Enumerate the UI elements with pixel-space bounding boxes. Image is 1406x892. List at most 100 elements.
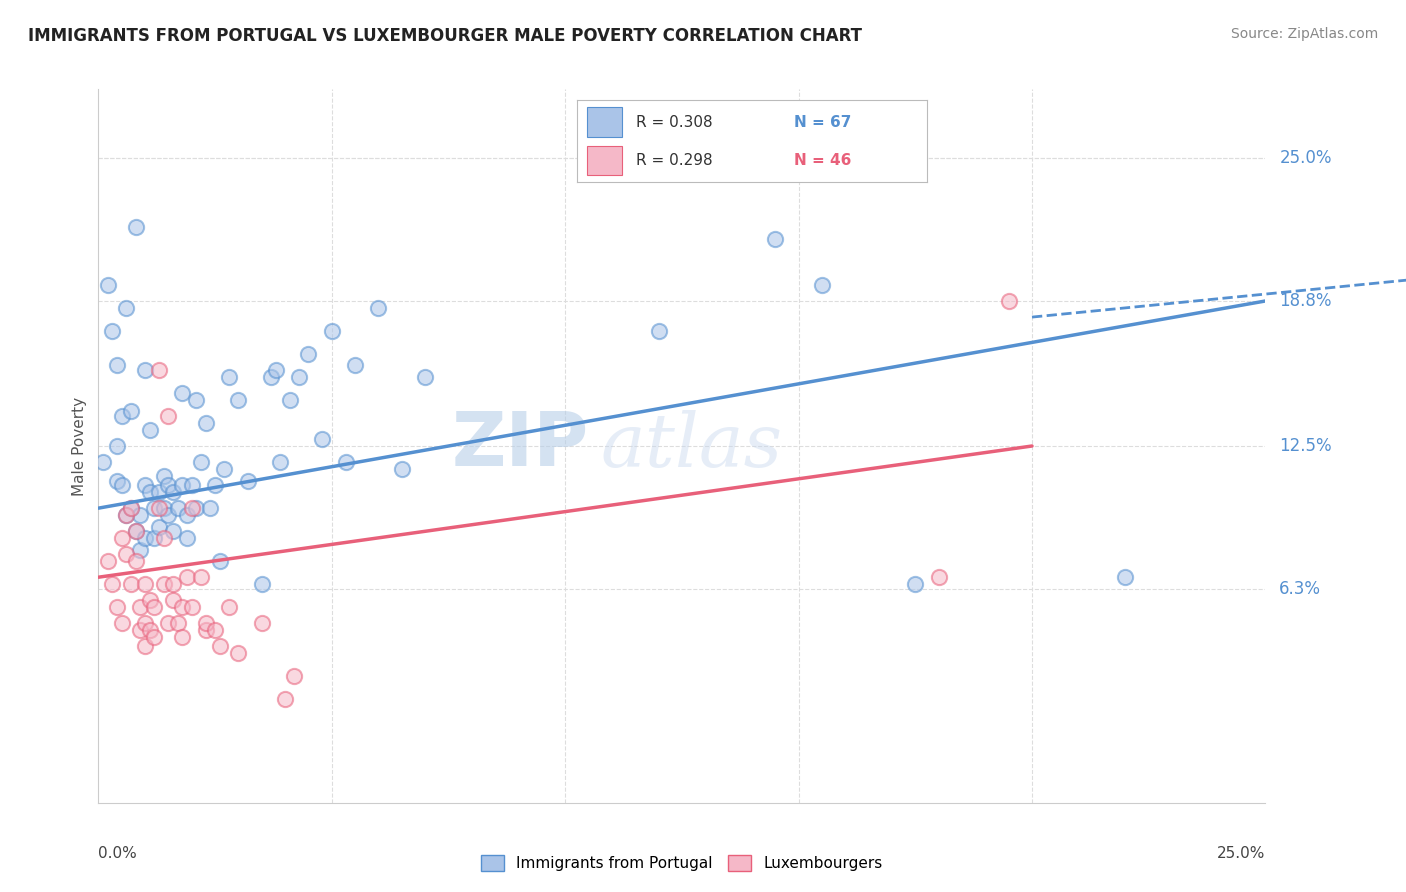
Point [928, 570, 950, 584]
Point [200, 501, 222, 516]
Text: 25.0%: 25.0% [1279, 149, 1331, 168]
Point [176, 570, 198, 584]
Point [278, 392, 301, 407]
Point [105, 600, 128, 615]
Point [166, 616, 188, 631]
Point [111, 409, 134, 423]
Point [194, 416, 217, 430]
Point [190, 570, 212, 584]
Point [413, 370, 436, 384]
Point [101, 577, 124, 591]
Point [186, 501, 208, 516]
Point [260, 370, 283, 384]
Point [125, 220, 148, 235]
Point [172, 600, 194, 615]
Point [763, 232, 786, 246]
Point [120, 501, 142, 516]
Point [236, 474, 259, 488]
Point [904, 577, 927, 591]
Point [250, 616, 273, 631]
Point [172, 630, 194, 644]
Point [194, 623, 217, 637]
Text: 6.3%: 6.3% [1279, 580, 1322, 598]
Point [647, 324, 669, 338]
Point [125, 524, 148, 538]
Point [134, 531, 156, 545]
Point [125, 524, 148, 538]
Point [134, 616, 156, 631]
Point [148, 519, 170, 533]
Point [129, 600, 152, 615]
Text: 0.0%: 0.0% [98, 846, 138, 861]
Point [120, 501, 142, 516]
Point [134, 478, 156, 492]
Point [166, 501, 188, 516]
Point [101, 324, 124, 338]
Point [148, 501, 170, 516]
Point [134, 577, 156, 591]
Point [228, 646, 250, 660]
Point [157, 478, 180, 492]
Point [250, 577, 273, 591]
Point [204, 623, 226, 637]
Point [162, 593, 184, 607]
Point [311, 432, 333, 446]
Point [321, 324, 343, 338]
Point [190, 455, 212, 469]
Point [283, 669, 305, 683]
Point [335, 455, 357, 469]
Point [264, 363, 287, 377]
Point [97, 277, 120, 292]
Point [139, 485, 162, 500]
Point [274, 692, 297, 706]
Point [148, 363, 170, 377]
Point [125, 554, 148, 568]
Point [157, 508, 180, 522]
Point [391, 462, 413, 476]
Point [120, 404, 142, 418]
Point [139, 593, 162, 607]
Point [115, 547, 138, 561]
Point [120, 577, 142, 591]
Point [129, 542, 152, 557]
Point [152, 531, 174, 545]
Point [344, 359, 367, 373]
Point [208, 554, 231, 568]
Point [139, 623, 162, 637]
Point [194, 616, 217, 631]
Point [152, 577, 174, 591]
Point [180, 600, 202, 615]
Point [105, 474, 128, 488]
Point [297, 347, 319, 361]
Point [180, 501, 202, 516]
Point [143, 531, 166, 545]
Text: atlas: atlas [600, 409, 782, 483]
Legend: Immigrants from Portugal, Luxembourgers: Immigrants from Portugal, Luxembourgers [475, 849, 889, 877]
Point [157, 409, 180, 423]
Point [1114, 570, 1136, 584]
Point [139, 423, 162, 437]
Point [115, 508, 138, 522]
Point [152, 501, 174, 516]
Point [180, 478, 202, 492]
Point [148, 485, 170, 500]
Point [997, 293, 1019, 308]
Point [176, 508, 198, 522]
Point [269, 455, 291, 469]
Point [172, 478, 194, 492]
Y-axis label: Male Poverty: Male Poverty [72, 396, 87, 496]
Point [218, 370, 240, 384]
Point [204, 478, 226, 492]
Point [111, 616, 134, 631]
Text: ZIP: ZIP [451, 409, 589, 483]
Point [162, 524, 184, 538]
Point [367, 301, 389, 315]
Point [105, 439, 128, 453]
Point [143, 600, 166, 615]
Point [134, 640, 156, 654]
Point [152, 469, 174, 483]
Point [288, 370, 311, 384]
Point [115, 301, 138, 315]
Text: Source: ZipAtlas.com: Source: ZipAtlas.com [1230, 27, 1378, 41]
Point [218, 600, 240, 615]
